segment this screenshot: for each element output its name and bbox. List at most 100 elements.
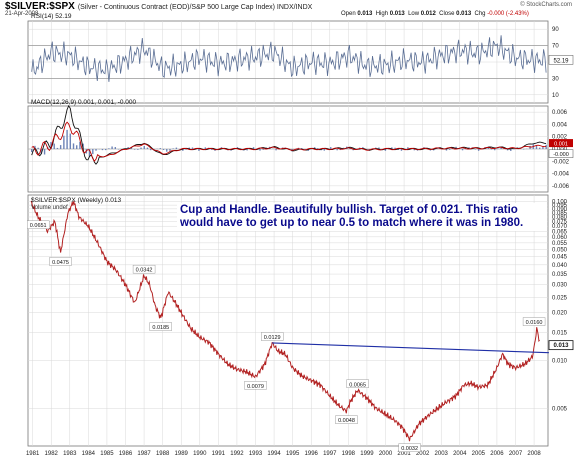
macd-tick-label: -0.004 [552,172,570,178]
price-tick-label: 0.035 [552,272,568,278]
x-tick-label: 2007 [509,451,523,457]
macd-histogram-bar [275,149,277,151]
macd-histogram-bar [149,149,152,151]
open-value: 0.013 [357,11,373,17]
x-tick-label: 1991 [212,451,226,457]
macd-histogram-bar [490,149,493,150]
price-tick-label: 0.005 [552,406,568,412]
macd-histogram-bar [137,149,139,150]
macd-histogram-bar [88,149,91,157]
macd-histogram-bar [172,148,174,149]
price-tick-label: 0.040 [552,263,568,269]
macd-histogram-bar [182,149,184,151]
macd-histogram-bar [400,149,403,151]
macd-histogram-bar [445,149,448,151]
macd-histogram-bar [133,149,136,150]
macd-signal-current-box [548,149,574,158]
macd-histogram-bar [76,145,78,149]
macd-histogram-bar [500,146,502,149]
x-tick-label: 2004 [453,451,467,457]
chart-date: 21-Apr-2008 [5,11,39,17]
macd-signal-line [31,121,547,162]
price-point-label: 0.0079 [247,384,264,390]
x-tick-label: 1982 [45,451,59,457]
x-tick-label: 1986 [119,451,133,457]
price-tick-label: 0.070 [552,224,568,230]
macd-histogram-bar [397,149,399,150]
macd-histogram-bar [130,147,133,149]
x-tick-label: 1989 [175,451,189,457]
macd-histogram-bar [477,149,480,151]
macd-histogram-bar [545,144,547,149]
macd-legend: MACD(12,26,9) 0.001, 0.001, -0.000 [31,99,137,106]
macd-histogram-bar [487,147,489,149]
macd-histogram-bar [461,149,464,151]
x-tick-label: 1983 [63,451,77,457]
macd-histogram-bar [448,149,451,150]
macd-histogram-bar [506,149,509,151]
rsi-tick-label: 30 [552,76,559,82]
price-tick-label: 0.075 [552,219,568,225]
low-value: 0.012 [420,11,436,17]
price-tick-label: 0.050 [552,247,568,253]
chart-title: $SILVER:$SPX (Silver - Continuous Contrac… [5,1,312,12]
price-tick-label: 0.100 [552,200,568,206]
close-value: 0.013 [456,11,472,17]
macd-histogram-bar [40,149,43,155]
macd-histogram-bar [72,143,75,149]
price-tick-label: 0.015 [552,331,568,337]
macd-histogram-bar [313,147,316,149]
macd-histogram-bar [378,147,380,149]
macd-histogram-bar [104,149,107,151]
price-point-label-box [346,379,369,388]
macd-histogram-bar [191,147,194,149]
x-tick-label: 2005 [472,451,486,457]
macd-histogram-bar [529,145,531,149]
macd-histogram-bar [127,147,129,149]
price-point-label: 0.0032 [401,446,418,452]
x-tick-label: 1997 [323,451,337,457]
price-current-label: 0.013 [553,343,569,349]
macd-histogram-bar [455,146,457,149]
price-tick-label: 0.090 [552,207,568,213]
macd-histogram-bar [159,148,162,149]
price-tick-label: 0.060 [552,235,568,241]
rsi-legend: RSI(14) 52.19 [31,13,72,20]
rsi-tick-label: 90 [552,27,559,33]
macd-histogram-bar [323,149,325,151]
macd-histogram-bar [204,147,207,149]
macd-histogram-bar [240,148,242,149]
x-tick-label: 1992 [230,451,244,457]
macd-histogram-bar [95,149,97,151]
price-point-label: 0.0065 [349,382,366,388]
price-point-label-box [522,317,546,326]
price-current-box [548,340,574,351]
rsi-tick-label: 70 [552,44,559,50]
x-tick-label: 1993 [249,451,263,457]
macd-current-label: 0.001 [554,142,568,148]
macd-histogram-bar [252,147,255,149]
x-tick-label: 2003 [435,451,449,457]
macd-histogram-bar [66,129,68,149]
price-tick-label: 0.025 [552,295,568,301]
macd-histogram-bar [166,149,168,152]
macd-histogram-bar [162,149,165,150]
price-point-label: 0.0342 [136,268,153,274]
macd-histogram-bar [262,149,264,150]
macd-histogram-bar [413,149,416,151]
macd-histogram-bar [50,141,52,149]
macd-histogram-bar [317,148,319,149]
macd-histogram-bar [539,147,541,149]
macd-histogram-bar [169,149,171,151]
price-point-label-box [244,381,267,390]
price-point-label-box [132,264,156,274]
macd-histogram-bar [101,149,104,151]
macd-histogram-bar [63,135,65,149]
annotation-callout: Cup and Handle. Beautifully bullish. Tar… [177,203,547,231]
macd-signal-current-label: -0.000 [553,152,569,158]
price-point-label: 0.0651 [30,223,47,229]
high-label: High [375,11,389,17]
macd-histogram-bar [394,147,396,149]
x-tick-label: 1998 [342,451,356,457]
